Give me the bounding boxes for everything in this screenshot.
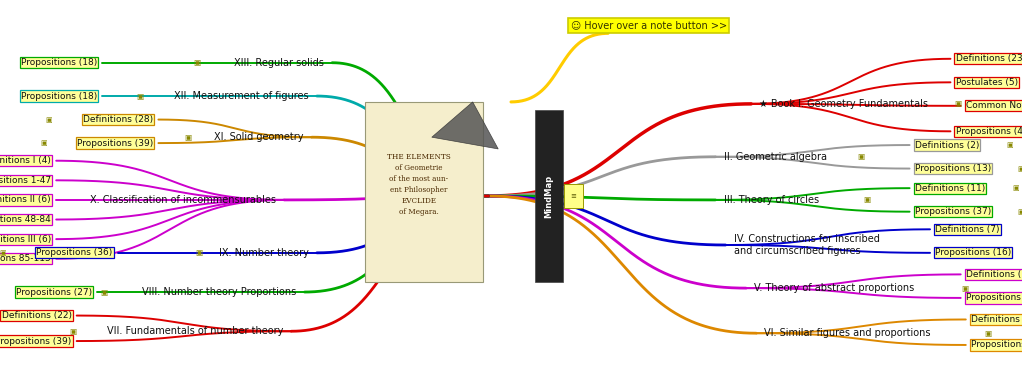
Text: Propositions 48-84: Propositions 48-84: [0, 215, 51, 224]
Text: IV. Constructions for inscribed
and circumscribed figures: IV. Constructions for inscribed and circ…: [734, 234, 880, 256]
Text: XIII. Regular solids: XIII. Regular solids: [234, 58, 324, 68]
Text: Definitions (2): Definitions (2): [915, 141, 979, 149]
Text: V. Theory of abstract proportions: V. Theory of abstract proportions: [754, 283, 915, 293]
Text: ▣: ▣: [136, 92, 143, 100]
Text: Definitions (11): Definitions (11): [971, 315, 1022, 324]
Text: ▣: ▣: [1007, 142, 1013, 148]
Text: Propositions (25): Propositions (25): [966, 294, 1022, 302]
Text: Definitions (18): Definitions (18): [966, 270, 1022, 279]
Text: Propositions (48): Propositions (48): [956, 127, 1022, 136]
Text: X. Classification of incommensurables: X. Classification of incommensurables: [90, 195, 276, 205]
Text: ▣: ▣: [46, 116, 52, 123]
Text: VII. Fundamentals of number theory: VII. Fundamentals of number theory: [106, 326, 283, 336]
Text: ☺ Hover over a note button >>: ☺ Hover over a note button >>: [571, 20, 727, 31]
Text: Propositions (16): Propositions (16): [935, 249, 1012, 257]
FancyBboxPatch shape: [564, 184, 583, 208]
Text: ▣: ▣: [193, 58, 200, 67]
Text: ▣: ▣: [857, 152, 865, 161]
Text: ★ Book I. Geometry Fundamentals: ★ Book I. Geometry Fundamentals: [759, 99, 928, 109]
Text: ▣: ▣: [195, 249, 202, 257]
Polygon shape: [431, 102, 499, 149]
Text: ▣: ▣: [1017, 165, 1022, 172]
Text: Definitions (7): Definitions (7): [935, 225, 1000, 234]
Text: Definitions III (6): Definitions III (6): [0, 235, 51, 243]
Text: ▣: ▣: [984, 329, 991, 338]
Text: IX. Number theory: IX. Number theory: [219, 248, 309, 258]
Text: ▣: ▣: [185, 133, 192, 142]
Text: Definitions (28): Definitions (28): [83, 115, 153, 124]
Text: ▣: ▣: [69, 327, 77, 336]
Text: XII. Measurement of figures: XII. Measurement of figures: [174, 91, 309, 101]
Text: THE ELEMENTS
of Geometrie
of the most aun-
ent Philosopher
EVCLIDE
of Megara.: THE ELEMENTS of Geometrie of the most au…: [387, 153, 451, 216]
Text: Propositions (39): Propositions (39): [0, 337, 72, 345]
Text: Propositions 85-115: Propositions 85-115: [0, 254, 51, 263]
Text: MindMap: MindMap: [545, 174, 553, 218]
FancyBboxPatch shape: [535, 110, 563, 282]
Text: Common Notions (5): Common Notions (5): [966, 102, 1022, 110]
Text: Propositions 1-47: Propositions 1-47: [0, 176, 51, 185]
Text: ▣: ▣: [955, 100, 962, 108]
Text: ▣: ▣: [44, 196, 51, 204]
Text: ▣: ▣: [1017, 209, 1022, 215]
Text: Propositions (37): Propositions (37): [971, 341, 1022, 349]
Text: III. Theory of circles: III. Theory of circles: [724, 195, 819, 205]
Text: ▣: ▣: [864, 196, 871, 204]
Text: Definitions II (6): Definitions II (6): [0, 196, 51, 204]
Text: Definitions I (4): Definitions I (4): [0, 156, 51, 165]
Text: Propositions (18): Propositions (18): [20, 92, 97, 100]
Text: ▣: ▣: [962, 284, 969, 292]
Text: Propositions (36): Propositions (36): [36, 249, 112, 257]
Text: Definitions (23): Definitions (23): [956, 54, 1022, 63]
Text: ▣: ▣: [0, 250, 6, 256]
Text: Postulates (5): Postulates (5): [956, 78, 1018, 87]
Text: VIII. Number theory Proportions: VIII. Number theory Proportions: [142, 287, 296, 297]
Text: Definitions (22): Definitions (22): [2, 311, 72, 320]
Text: II. Geometric algebra: II. Geometric algebra: [724, 152, 827, 162]
Text: Definitions (11): Definitions (11): [915, 184, 985, 192]
Text: Propositions (37): Propositions (37): [915, 207, 991, 216]
FancyBboxPatch shape: [366, 102, 483, 282]
Text: Propositions (13): Propositions (13): [915, 164, 991, 173]
Text: ▣: ▣: [1012, 185, 1019, 191]
Text: ▣: ▣: [100, 288, 107, 296]
Text: Propositions (39): Propositions (39): [77, 139, 153, 147]
Text: Propositions (27): Propositions (27): [16, 288, 92, 296]
Text: ≡: ≡: [570, 193, 576, 199]
Text: ▣: ▣: [41, 140, 47, 146]
Text: XI. Solid geometry: XI. Solid geometry: [214, 132, 304, 142]
Text: VI. Similar figures and proportions: VI. Similar figures and proportions: [764, 328, 931, 338]
Text: Propositions (18): Propositions (18): [20, 58, 97, 67]
